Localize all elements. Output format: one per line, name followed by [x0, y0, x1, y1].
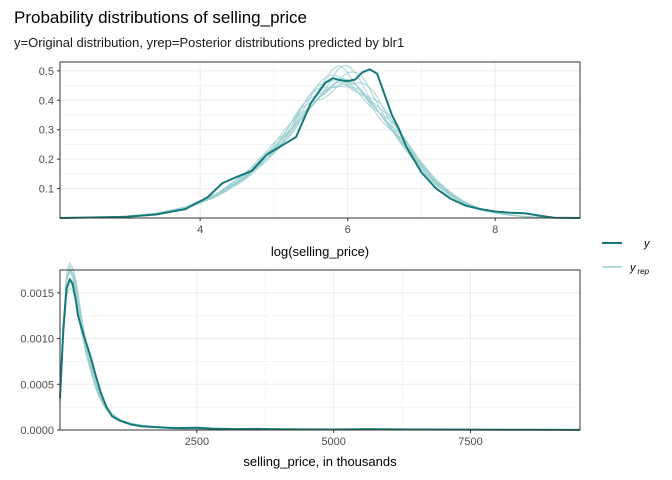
- y-tick-label: 0.3: [39, 125, 54, 137]
- y-tick-label: 0.1: [39, 184, 54, 196]
- yrep-draw-line: [59, 268, 580, 431]
- legend-label: y: [643, 238, 651, 250]
- yrep-draw-line: [59, 265, 580, 431]
- chart-title: Probability distributions of selling_pri…: [14, 8, 307, 27]
- yrep-draw-line: [59, 81, 581, 219]
- yrep-draw-line: [59, 82, 581, 219]
- y-series-line: [59, 68, 581, 219]
- yrep-draw-line: [59, 270, 580, 431]
- legend-label: y rep: [629, 262, 650, 276]
- legend: y y rep: [602, 238, 651, 276]
- x-tick-label: 7500: [458, 436, 482, 448]
- y-series-line: [59, 278, 581, 431]
- y-tick-label: 0.0010: [20, 334, 54, 346]
- panel-border: [59, 269, 581, 431]
- y-tick-label: 0.0015: [20, 288, 54, 300]
- y-tick-label: 0.2: [39, 154, 54, 166]
- yrep-draw-line: [59, 279, 580, 431]
- yrep-draw-line: [59, 279, 580, 431]
- x-tick-label: 4: [197, 224, 203, 236]
- y-tick-label: 0.5: [39, 66, 54, 78]
- yrep-draw-line: [59, 269, 580, 431]
- x-axis-title: log(selling_price): [271, 244, 369, 259]
- panel-selling-price: 2500 5000 7500 0.0000 0.0005 0.0010 0.0015 sell…: [20, 261, 581, 469]
- y-tick-label: 0.0005: [20, 379, 54, 391]
- panel-log-selling-price: 4 6 8 0.1 0.2 0.3 0.4 0.5 log(selling_price): [39, 61, 581, 259]
- x-tick-label: 2500: [185, 436, 209, 448]
- yrep-draw-line: [59, 286, 580, 431]
- x-axis-title: selling_price, in thousands: [243, 454, 397, 469]
- legend-label-subscript: rep: [638, 267, 650, 276]
- x-tick-label: 8: [492, 224, 498, 236]
- x-tick-label: 5000: [321, 436, 345, 448]
- panel-border: [59, 61, 581, 219]
- yrep-draw-line: [59, 81, 581, 219]
- yrep-draw-line: [59, 85, 581, 219]
- y-tick-label: 0.0000: [20, 425, 54, 437]
- chart-subtitle: y=Original distribution, yrep=Posterior …: [14, 35, 404, 50]
- yrep-draw-line: [59, 261, 580, 431]
- yrep-draw-line: [59, 270, 580, 431]
- y-tick-label: 0.4: [39, 95, 54, 107]
- x-tick-label: 6: [345, 224, 351, 236]
